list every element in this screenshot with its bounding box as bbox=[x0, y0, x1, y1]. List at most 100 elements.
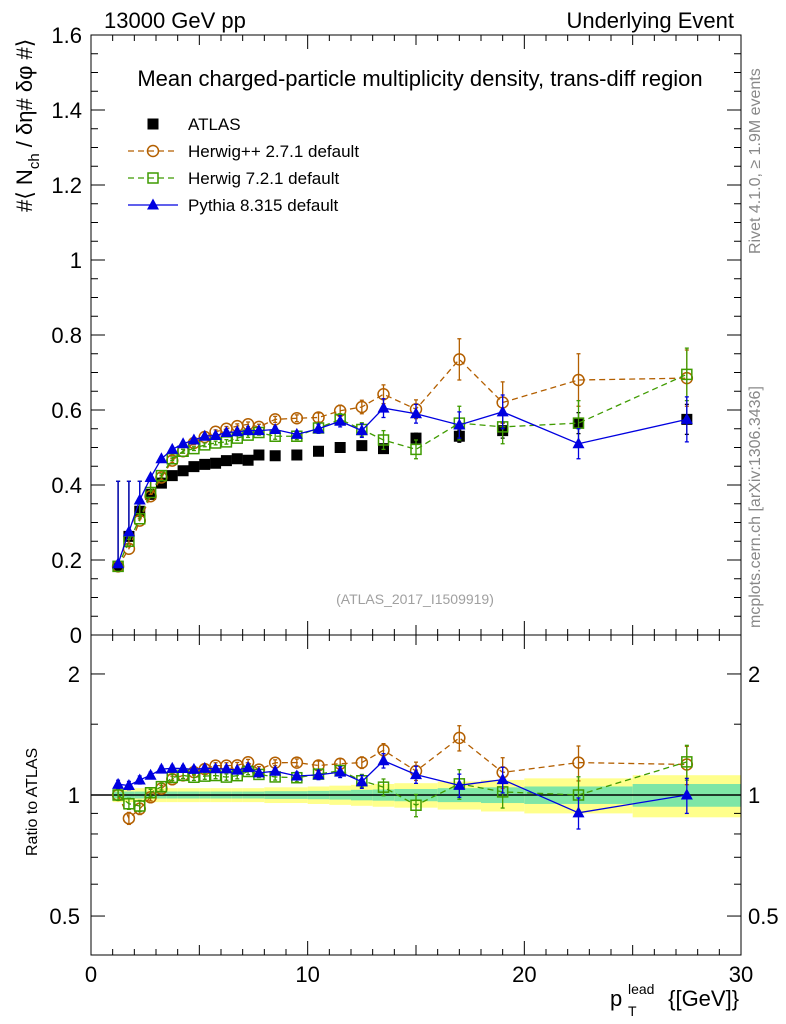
ratio-point-pythia-8-315-default bbox=[220, 762, 233, 774]
ratio-point-pythia-8-315-default bbox=[572, 806, 585, 818]
ratio-point-pythia-8-315-default bbox=[187, 762, 200, 774]
main-point-herwig-2-7-1-default bbox=[572, 373, 585, 387]
main-point-atlas bbox=[177, 465, 189, 477]
ratio-point-pythia-8-315-default bbox=[355, 775, 368, 787]
legend-marker-pythia-8-315-default bbox=[147, 198, 159, 210]
x-axis-label: p Tlead {[GeV]} bbox=[610, 981, 739, 1019]
main-point-pythia-8-315-default bbox=[572, 437, 585, 449]
main-point-atlas bbox=[220, 455, 232, 467]
main-point-pythia-8-315-default bbox=[242, 424, 255, 436]
x-tick-label: 30 bbox=[729, 962, 753, 987]
main-point-pythia-8-315-default bbox=[209, 429, 222, 440]
axes-frames: 0 10 20 30 0 0.2 0.4 0.6 0.8 1 1.2 1.4 1.6 0.5 1 2 0.5 1 2 bbox=[49, 23, 778, 987]
main-point-atlas bbox=[188, 461, 200, 473]
ratio-point-pythia-8-315-default bbox=[334, 765, 347, 777]
main-point-herwig-7-2-1-default bbox=[377, 434, 390, 446]
main-point-pythia-8-315-default bbox=[269, 423, 282, 434]
ratio-point-herwig-7-2-1-default bbox=[377, 781, 390, 793]
main-point-pythia-8-315-default bbox=[355, 424, 368, 436]
main-y-tick-label: 0.6 bbox=[51, 398, 82, 423]
main-point-atlas bbox=[242, 454, 254, 466]
ratio-point-herwig-7-2-1-default bbox=[112, 789, 124, 801]
main-line-herwig-7-2-1-default bbox=[117, 373, 688, 567]
ratio-point-pythia-8-315-default bbox=[252, 766, 265, 778]
main-point-pythia-8-315-default bbox=[231, 425, 244, 437]
legend-label-herwig-7-2-1-default: Herwig 7.2.1 default bbox=[188, 169, 339, 188]
xlabel-p: p bbox=[610, 986, 622, 1011]
x-tick-label: 20 bbox=[512, 962, 536, 987]
main-point-pythia-8-315-default bbox=[680, 412, 693, 424]
ratio-point-pythia-8-315-default bbox=[209, 762, 222, 774]
ratio-point-herwig-2-7-1-default bbox=[122, 812, 136, 825]
main-point-herwig-2-7-1-default bbox=[290, 412, 304, 425]
ratio-point-pythia-8-315-default bbox=[269, 764, 282, 776]
header-collision: 13000 GeV pp bbox=[104, 8, 246, 33]
legend-marker-atlas bbox=[147, 118, 159, 130]
ratio-point-pythia-8-315-default bbox=[680, 788, 693, 800]
main-y-tick-label: 1.4 bbox=[51, 98, 82, 123]
main-point-herwig-7-2-1-default bbox=[134, 513, 146, 525]
legend-label-herwig-2-7-1-default: Herwig++ 2.7.1 default bbox=[188, 142, 359, 161]
ratio-point-herwig-2-7-1-default bbox=[355, 756, 369, 769]
xlabel-post: {[GeV]} bbox=[662, 986, 739, 1011]
ratio-point-pythia-8-315-default bbox=[377, 754, 390, 766]
main-point-pythia-8-315-default bbox=[166, 442, 179, 454]
main-y-tick-label: 1.2 bbox=[51, 173, 82, 198]
main-point-atlas bbox=[334, 442, 346, 453]
x-tick-label: 0 bbox=[85, 962, 97, 987]
main-point-herwig-7-2-1-default bbox=[155, 469, 168, 482]
ratio-point-pythia-8-315-default bbox=[290, 769, 303, 781]
legend: ATLAS Herwig++ 2.7.1 default Herwig 7.2.1 … bbox=[128, 115, 359, 215]
main-y-tick-label: 1.6 bbox=[51, 23, 82, 48]
ratio-y-tick-label-right: 2 bbox=[748, 662, 760, 687]
main-y-tick-label: 0.8 bbox=[51, 323, 82, 348]
xlabel-sub: T bbox=[628, 1003, 637, 1019]
xlabel-sup: lead bbox=[628, 981, 654, 997]
ratio-point-pythia-8-315-default bbox=[496, 773, 509, 785]
main-point-pythia-8-315-default bbox=[112, 557, 125, 569]
main-y-axis-label: #⟨ Nch / δη# δφ #⟩ bbox=[12, 39, 43, 212]
main-point-pythia-8-315-default bbox=[496, 405, 509, 417]
main-point-atlas bbox=[166, 470, 178, 482]
rivet-version-label: Rivet 4.1.0, ≥ 1.9M events bbox=[747, 68, 764, 254]
main-point-atlas bbox=[313, 445, 324, 457]
main-point-atlas bbox=[410, 432, 422, 444]
ratio-y-tick-label-right: 1 bbox=[748, 783, 760, 808]
main-series-herwig-2-7-1-default bbox=[111, 338, 694, 573]
ratio-point-pythia-8-315-default bbox=[112, 777, 125, 789]
ratio-point-pythia-8-315-default bbox=[122, 778, 135, 790]
main-point-pythia-8-315-default bbox=[334, 414, 347, 426]
ratio-point-pythia-8-315-default bbox=[312, 768, 325, 780]
main-panel-series bbox=[111, 338, 694, 573]
main-point-herwig-2-7-1-default bbox=[355, 400, 369, 414]
ratio-point-pythia-8-315-default bbox=[144, 768, 157, 780]
ratio-point-herwig-7-2-1-default bbox=[681, 756, 693, 768]
main-point-pythia-8-315-default bbox=[252, 424, 265, 436]
main-y-tick-label: 0.4 bbox=[51, 473, 82, 498]
ratio-y-axis-label: Ratio to ATLAS bbox=[24, 748, 41, 856]
ratio-point-pythia-8-315-default bbox=[231, 763, 244, 775]
ratio-point-pythia-8-315-default bbox=[133, 773, 146, 785]
main-point-pythia-8-315-default bbox=[187, 433, 200, 445]
main-point-atlas bbox=[269, 450, 281, 462]
main-point-pythia-8-315-default bbox=[410, 407, 422, 419]
ratio-point-pythia-8-315-default bbox=[453, 778, 466, 790]
main-point-pythia-8-315-default bbox=[453, 418, 466, 430]
ratio-point-herwig-7-2-1-default bbox=[155, 780, 168, 793]
ratio-point-herwig-7-2-1-default bbox=[123, 798, 135, 810]
ratio-point-pythia-8-315-default bbox=[242, 761, 255, 773]
ratio-point-herwig-2-7-1-default bbox=[453, 731, 466, 745]
mcplots-label: mcplots.cern.ch [arXiv:1306.3436] bbox=[747, 386, 764, 628]
ratio-y-tick-label-left: 0.5 bbox=[49, 904, 80, 929]
ratio-point-pythia-8-315-default bbox=[155, 762, 168, 774]
main-point-pythia-8-315-default bbox=[177, 437, 190, 449]
main-point-pythia-8-315-default bbox=[220, 426, 233, 437]
ylabel-pre: #⟨ N bbox=[12, 169, 37, 212]
main-point-pythia-8-315-default bbox=[122, 525, 135, 537]
ratio-point-pythia-8-315-default bbox=[198, 761, 211, 773]
main-point-pythia-8-315-default bbox=[312, 422, 325, 434]
legend-marker-herwig-7-2-1-default bbox=[147, 172, 159, 184]
x-tick-label: 10 bbox=[295, 962, 319, 987]
main-series-atlas bbox=[112, 403, 693, 572]
